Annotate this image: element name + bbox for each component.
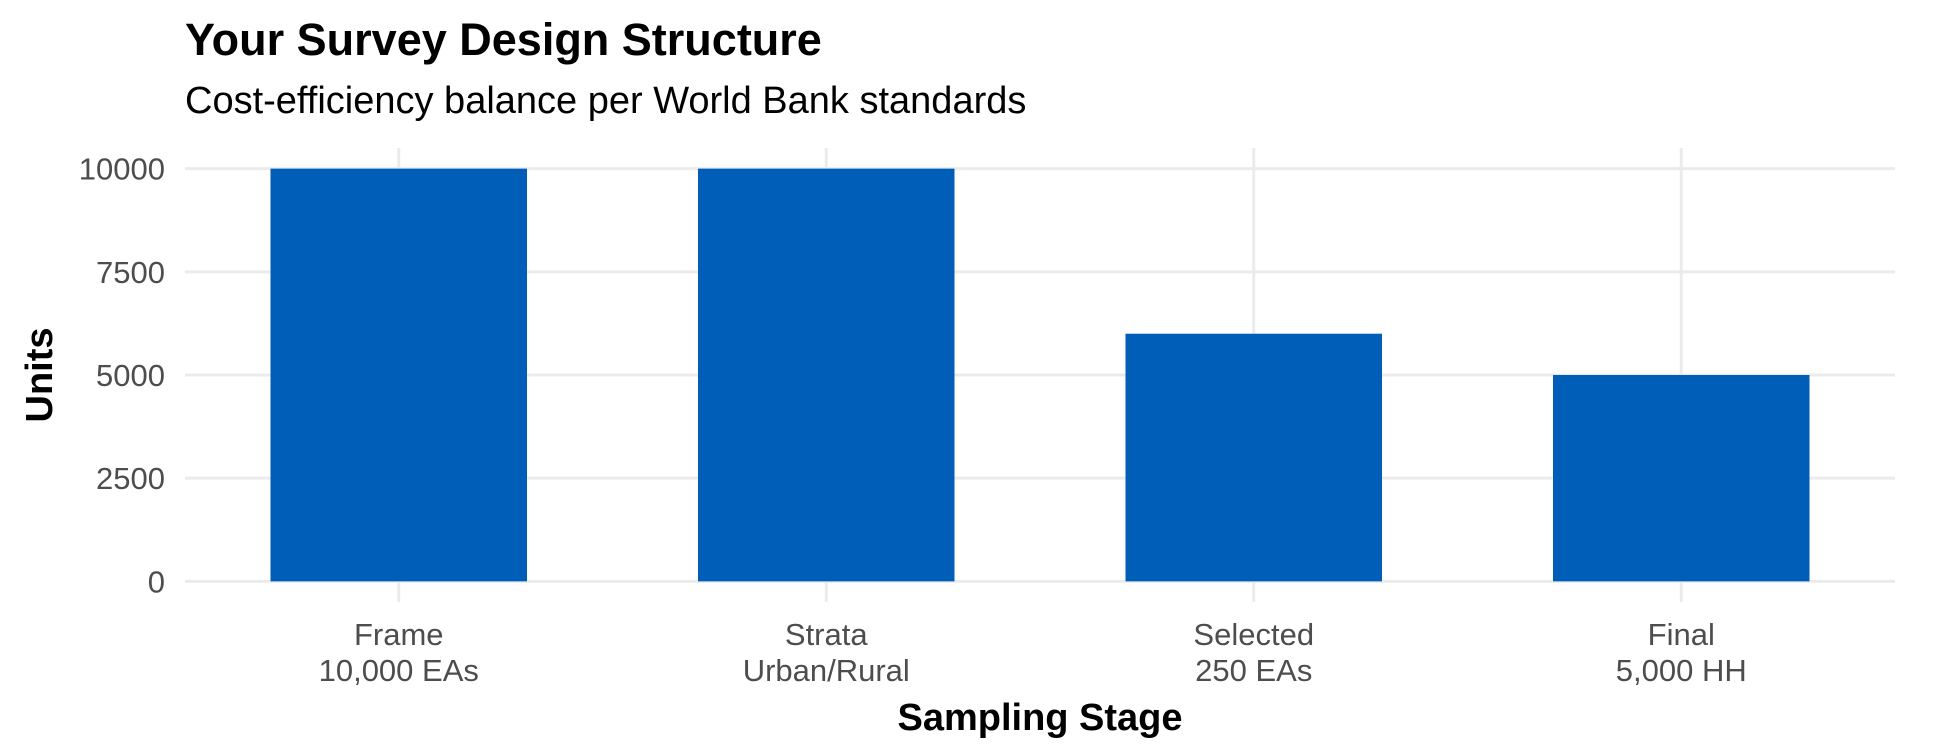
chart-title: Your Survey Design Structure <box>185 14 822 65</box>
bar <box>1553 375 1810 582</box>
y-tick-label: 2500 <box>96 461 165 496</box>
y-tick-label: 5000 <box>96 358 165 393</box>
x-tick-label-line: Urban/Rural <box>743 653 910 688</box>
bar <box>1125 333 1382 582</box>
bars <box>270 168 1810 582</box>
x-tick-label-line: Selected <box>1193 617 1314 652</box>
chart-subtitle: Cost-efficiency balance per World Bank s… <box>185 80 1027 122</box>
bar <box>270 168 527 582</box>
x-tick-label-line: 10,000 EAs <box>319 653 479 688</box>
x-tick-label: Frame 10,000 EAs <box>319 617 479 688</box>
x-tick-label-line: Frame <box>354 617 444 652</box>
x-tick-label-line: 5,000 HH <box>1616 653 1747 688</box>
x-tick-label: Final 5,000 HH <box>1616 617 1747 688</box>
x-axis-ticks: Frame 10,000 EAs Strata Urban/Rural Selected… <box>319 617 1747 688</box>
bar <box>698 168 955 582</box>
x-tick-label-line: 250 EAs <box>1195 653 1312 688</box>
x-tick-label: Selected 250 EAs <box>1193 617 1314 688</box>
x-axis-title: Sampling Stage <box>897 697 1182 739</box>
y-tick-label: 10000 <box>79 152 165 187</box>
x-tick-label-line: Strata <box>785 617 868 652</box>
y-axis-title: Units <box>19 328 61 423</box>
x-tick-label-line: Final <box>1648 617 1715 652</box>
y-tick-label: 0 <box>148 564 165 599</box>
x-tick-label: Strata Urban/Rural <box>743 617 910 688</box>
y-axis-ticks: 0 2500 5000 7500 10000 <box>79 152 165 600</box>
y-tick-label: 7500 <box>96 255 165 290</box>
